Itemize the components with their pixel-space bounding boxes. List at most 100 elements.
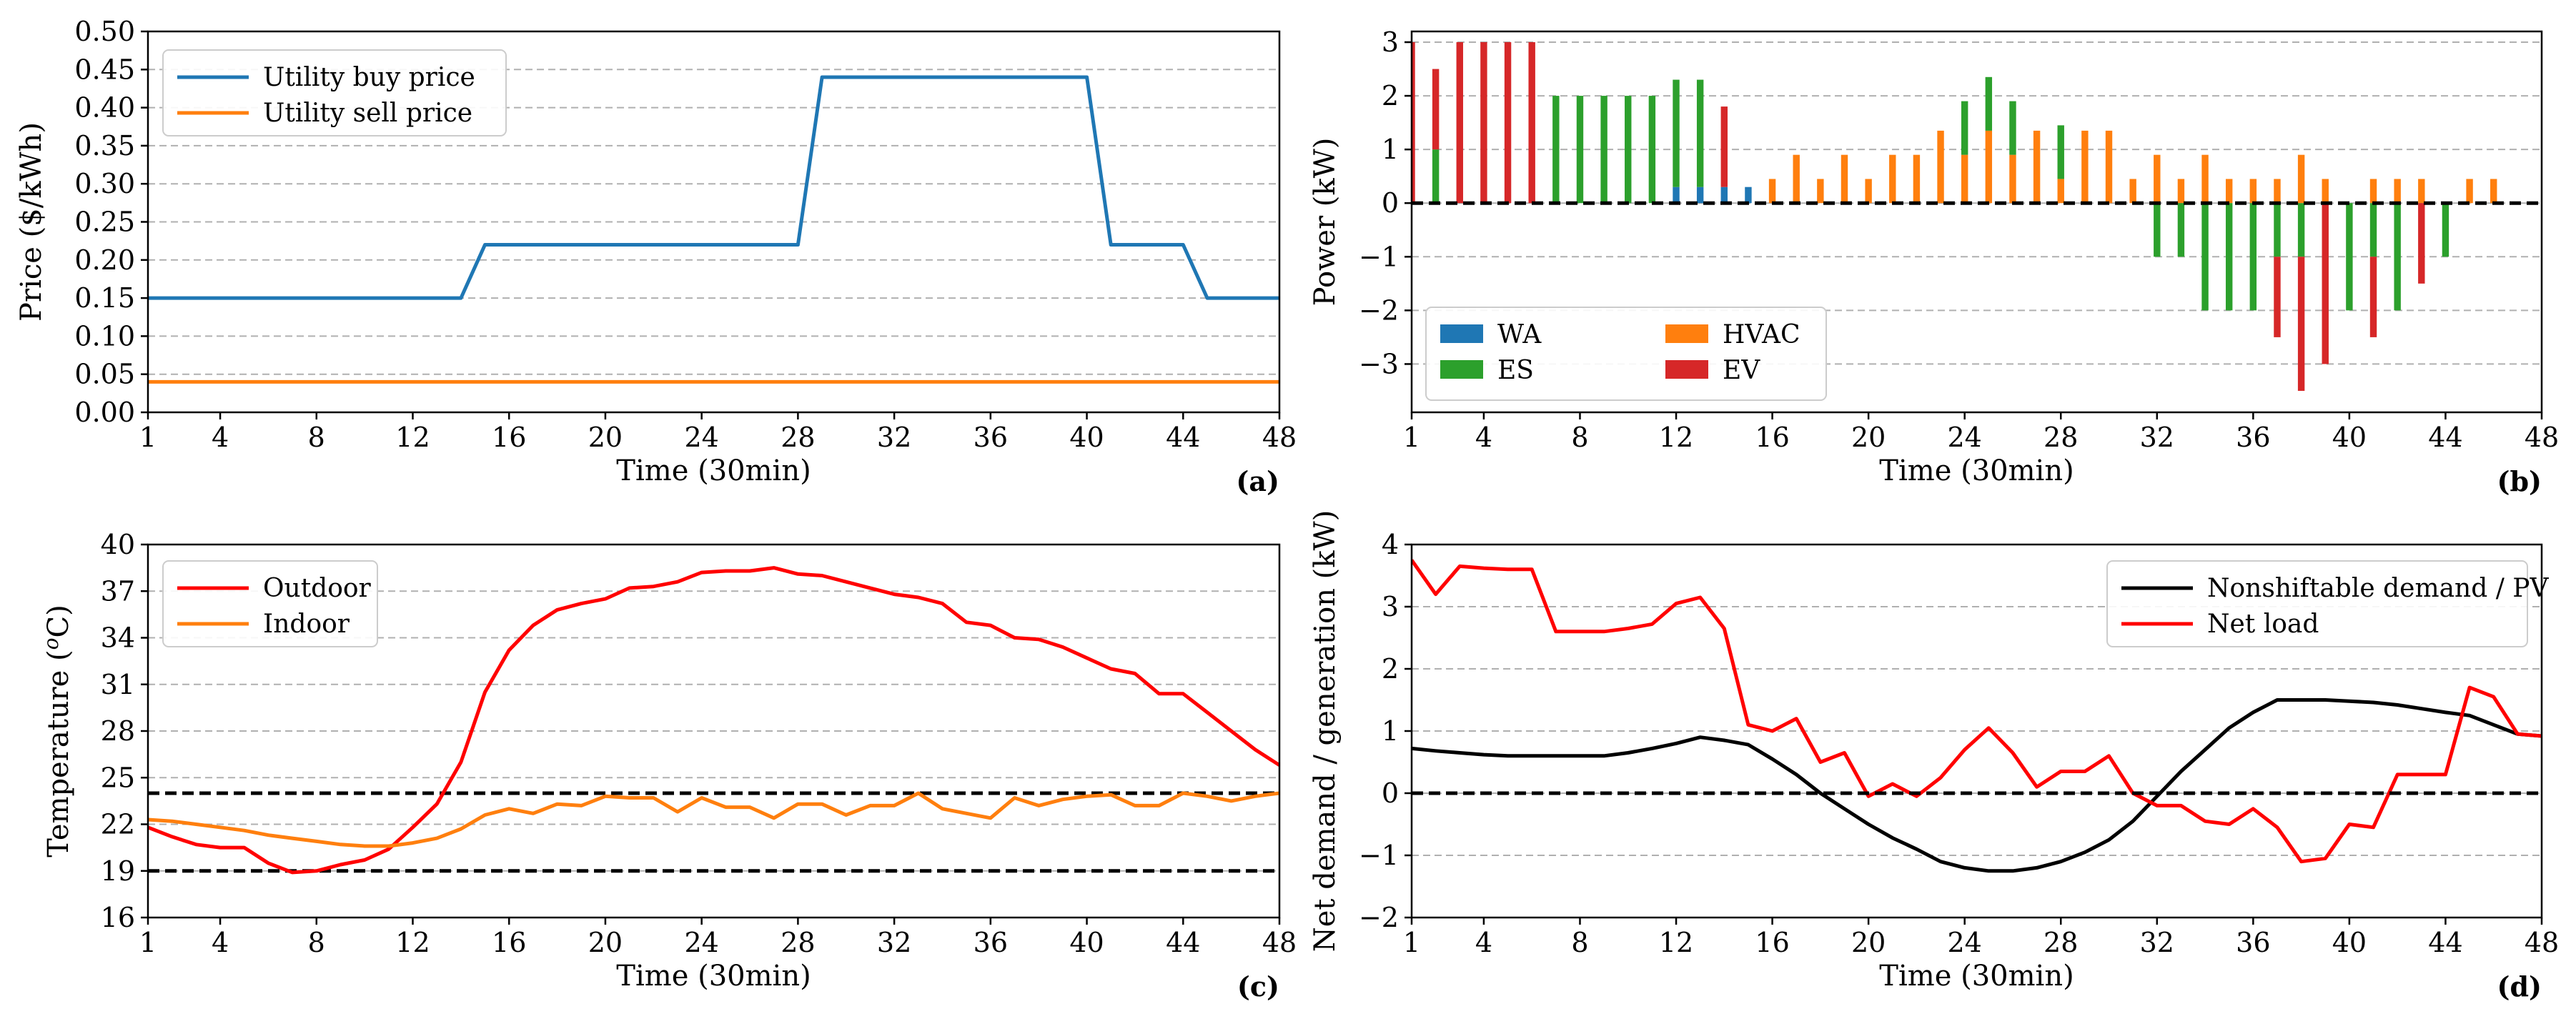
y-tick-label: −1 (1359, 840, 1399, 871)
x-tick-label: 12 (1659, 422, 1693, 453)
bar-hvac (2225, 179, 2233, 204)
bar-ev (1720, 106, 1728, 187)
x-tick-label: 32 (2140, 422, 2174, 453)
bar-hvac (1793, 154, 1800, 204)
y-tick-label: 16 (101, 902, 135, 933)
y-tick-label: 31 (101, 669, 135, 700)
panel-label: (b) (2497, 465, 2542, 497)
bar-es (2297, 203, 2305, 257)
y-tick-label: 0.15 (74, 282, 135, 314)
legend-swatch (1440, 324, 1483, 343)
bar-ev (2322, 203, 2329, 364)
plot-area-d (1412, 559, 2542, 873)
bar-hvac (1841, 154, 1848, 204)
bar-hvac (2177, 179, 2185, 204)
plot-area-c (148, 566, 1279, 875)
x-tick-label: 16 (492, 927, 526, 958)
bar-hvac (2249, 179, 2257, 204)
bar-es (1696, 79, 1704, 187)
bar-hvac (2394, 179, 2401, 204)
bar-hvac (1913, 154, 1921, 204)
x-tick-label: 4 (1475, 927, 1492, 958)
bar-hvac (2297, 154, 2305, 204)
y-tick-label: 28 (101, 715, 135, 747)
axes-frame (1410, 30, 2543, 414)
series-line-outdoor (148, 566, 1279, 875)
x-tick-label: 32 (2140, 927, 2174, 958)
x-tick-label: 44 (2428, 422, 2462, 453)
bar-es (2154, 203, 2161, 257)
x-tick-label: 28 (2044, 927, 2078, 958)
bar-es (1961, 101, 1968, 155)
x-tick-label: 32 (877, 927, 911, 958)
y-tick-label: 0.10 (74, 320, 135, 352)
x-tick-label: 12 (395, 927, 430, 958)
bar-hvac (1889, 154, 1896, 204)
y-axis-label-part: Temperature ( (42, 650, 75, 857)
bar-hvac (2105, 130, 2113, 204)
bar-ev (2297, 257, 2305, 391)
y-tick-label: 25 (101, 762, 135, 793)
bar-hvac (2129, 179, 2136, 204)
legend-box (1425, 307, 1827, 401)
bar-es (1600, 96, 1607, 204)
legend-d: Nonshiftable demand / PV Net load (2106, 560, 2550, 647)
bar-hvac (1961, 154, 1968, 204)
y-tick-label: 0.00 (74, 397, 135, 428)
x-tick-label: 36 (2236, 927, 2270, 958)
bar-hvac (2274, 179, 2281, 204)
bar-hvac (1817, 179, 1824, 204)
y-tick-label: 0.05 (74, 359, 135, 390)
legend-a: Utility buy price Utility sell price (162, 49, 507, 136)
plot-area-b (1412, 42, 2542, 391)
bar-hvac (2466, 179, 2473, 204)
y-axis-label-part: C) (42, 605, 75, 637)
chart-a: 1 4 8 12 16 20 24 28 32 36 40 44 480.000.050.100.150… (15, 16, 1297, 497)
series-line-utility-buy-price (148, 75, 1279, 300)
bar-es (2009, 101, 2016, 155)
bar-es (2249, 203, 2257, 311)
x-tick-label: 44 (1166, 422, 1200, 453)
legend-label: Outdoor (263, 574, 372, 603)
bar-hvac (1985, 130, 1993, 204)
x-tick-label: 1 (139, 422, 157, 453)
series-line-nonshiftable-demand-pv (1412, 698, 2542, 873)
y-tick-label: 0.25 (74, 207, 135, 238)
legend-swatch (1665, 324, 1708, 343)
x-axis-label: Time (30min) (1879, 960, 2074, 993)
bar-hvac (2154, 154, 2161, 204)
y-axis-label: Temperature (oC) (39, 605, 75, 857)
x-tick-label: 20 (1851, 422, 1886, 453)
bar-hvac (2369, 179, 2377, 204)
y-tick-label: 0 (1382, 187, 1399, 219)
panel-label: (d) (2497, 970, 2542, 1003)
x-tick-label: 4 (212, 927, 229, 958)
chart-c: 1 4 8 12 16 20 24 28 32 36 40 44 4816192225283134374… (39, 529, 1297, 1003)
bar-es (1673, 79, 1680, 187)
bar-es (2442, 203, 2449, 257)
y-axis-label: Price ($/kWh) (15, 122, 48, 322)
y-tick-label: 19 (101, 855, 135, 887)
bar-hvac (2322, 179, 2329, 204)
x-tick-label: 24 (684, 422, 718, 453)
bar-ev (2369, 257, 2377, 337)
y-tick-label: 37 (101, 575, 135, 607)
y-tick-label: 40 (101, 529, 135, 560)
y-tick-label: 1 (1382, 134, 1399, 165)
y-tick-label: 3 (1382, 26, 1399, 58)
bar-ev (2418, 203, 2425, 284)
bar-es (1985, 76, 1993, 131)
y-tick-label: 2 (1382, 80, 1399, 111)
x-tick-label: 40 (1069, 927, 1104, 958)
x-tick-label: 48 (1262, 927, 1297, 958)
bar-hvac (1937, 130, 1944, 204)
x-tick-label: 40 (2332, 422, 2367, 453)
legend-label: Utility buy price (263, 63, 475, 92)
bar-es (2201, 203, 2209, 311)
y-tick-label: 1 (1382, 715, 1399, 747)
x-tick-label: 44 (1166, 927, 1200, 958)
